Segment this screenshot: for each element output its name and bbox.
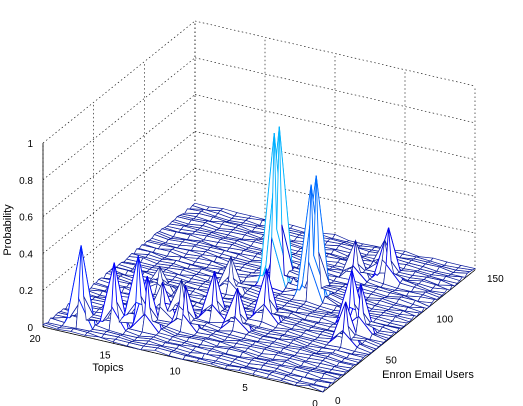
- surface-cell: [457, 265, 476, 271]
- x-axis-label: Topics: [92, 362, 124, 374]
- grid-line: [42, 94, 196, 217]
- x-tick-label: 10: [169, 367, 181, 378]
- surface-cell: [205, 206, 224, 211]
- grid-line: [42, 20, 196, 144]
- y-tick-label: 150: [487, 274, 504, 285]
- z-tick-label: 0.8: [19, 176, 33, 187]
- z-tick-label: 1: [27, 139, 33, 150]
- x-tick-label: 5: [242, 383, 248, 394]
- y-tick-label: 50: [386, 355, 398, 366]
- z-axis-label: Probability: [2, 204, 14, 256]
- y-axis-label: Enron Email Users: [382, 369, 474, 381]
- grid-line: [42, 57, 196, 181]
- z-tick-label: 0: [27, 323, 33, 334]
- x-tick-label: 20: [29, 334, 41, 345]
- z-tick-label: 0.4: [19, 249, 33, 260]
- z-tick-label: 0.6: [19, 213, 33, 224]
- x-tick-label: 15: [99, 350, 111, 361]
- x-tick-label: 0: [312, 399, 318, 406]
- grid-line: [42, 131, 196, 254]
- grid-line: [42, 167, 196, 291]
- z-tick-label: 0.2: [19, 286, 33, 297]
- y-tick-label: 100: [436, 315, 453, 326]
- surface-mesh: [42, 126, 476, 393]
- y-tick-label: 0: [335, 396, 341, 406]
